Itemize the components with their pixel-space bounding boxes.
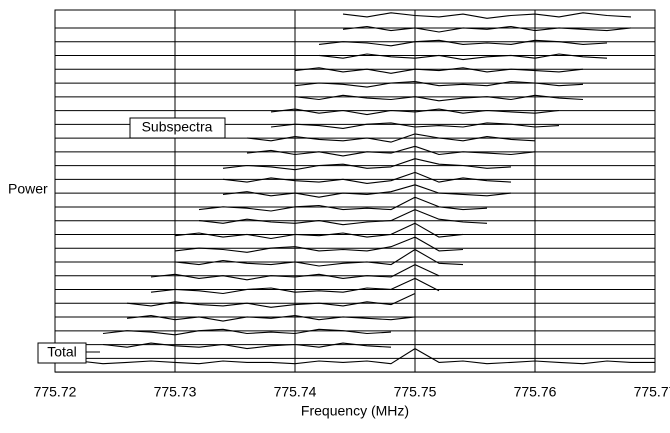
x-tick-label: 775.76	[514, 384, 557, 400]
x-axis-label: Frequency (MHz)	[301, 403, 409, 419]
spectrum-line	[102, 328, 392, 336]
spectrum-line	[294, 81, 584, 88]
spectrum-line	[294, 67, 584, 74]
spectrum-line	[126, 315, 416, 322]
grid	[54, 9, 656, 373]
annotation-box	[37, 342, 87, 364]
traces	[54, 12, 655, 365]
spectrum-line	[174, 222, 464, 240]
spectrum-line	[294, 94, 584, 102]
x-tick-label: 775.74	[274, 384, 317, 400]
y-axis-label: Power	[8, 181, 48, 197]
spectrum-line	[222, 184, 512, 198]
spectrum-line	[102, 342, 392, 350]
spectrum-line	[318, 53, 608, 61]
spectrum-line	[318, 39, 608, 47]
spectrum-line	[198, 196, 488, 212]
spectrum-line	[126, 293, 416, 308]
annotation-box	[129, 117, 226, 139]
spectrum-line	[198, 209, 488, 226]
spectrum-line	[246, 145, 536, 157]
legend-label: Total	[47, 344, 77, 360]
x-tick-label: 775.75	[394, 384, 437, 400]
spectrum-line	[270, 122, 560, 129]
spectrum-line	[174, 236, 464, 253]
spectrum-line	[222, 158, 512, 171]
spectrum-line	[246, 133, 536, 143]
spectrum-line	[54, 348, 655, 365]
spectrum-line	[150, 264, 440, 281]
spectrum-line	[222, 171, 512, 184]
annotation: Subspectra	[142, 119, 213, 135]
spectrum-line	[342, 12, 632, 19]
spectrum-line	[174, 248, 464, 267]
spectrum-line	[150, 277, 440, 295]
spectrum-line	[342, 25, 632, 33]
x-tick-label: 775.72	[34, 384, 77, 400]
x-tick-label: 775.73	[154, 384, 197, 400]
plot-frame	[54, 9, 656, 373]
spectrum-line	[270, 108, 560, 116]
x-tick-label: 775.77	[634, 384, 670, 400]
